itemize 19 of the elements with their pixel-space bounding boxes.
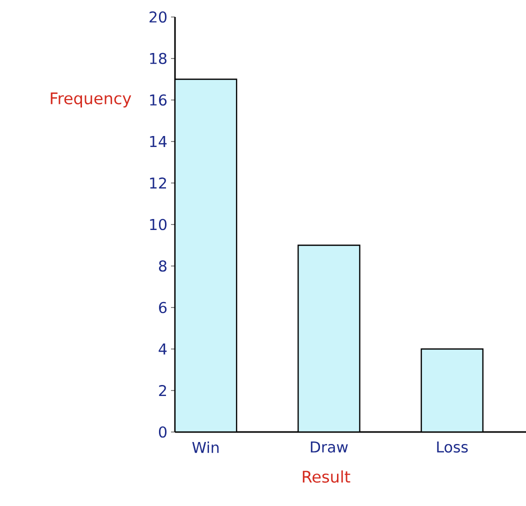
y-tick-label: 4 [158,344,167,354]
y-tick-label: 6 [159,302,167,314]
y-tick-label: 0 [158,426,166,438]
y-tick-label: 12 [150,177,166,189]
y-tick-label: 18 [150,52,166,64]
y-tick-label: 16 [150,94,167,106]
x-axis-title: Result [302,470,350,483]
y-axis-title: Frequency [50,92,132,108]
y-tick-label: 14 [150,136,167,147]
y-tick-label: 10 [150,218,166,230]
x-tick-label: Draw [310,442,348,453]
x-tick-label: Win [192,442,219,453]
bar [174,78,238,432]
y-tick-label: 2 [159,384,166,396]
y-tick-label: 8 [159,260,166,272]
bar [298,244,360,432]
x-tick-label: Loss [437,442,468,453]
bar [420,348,484,432]
y-tick-label: 20 [150,11,166,23]
